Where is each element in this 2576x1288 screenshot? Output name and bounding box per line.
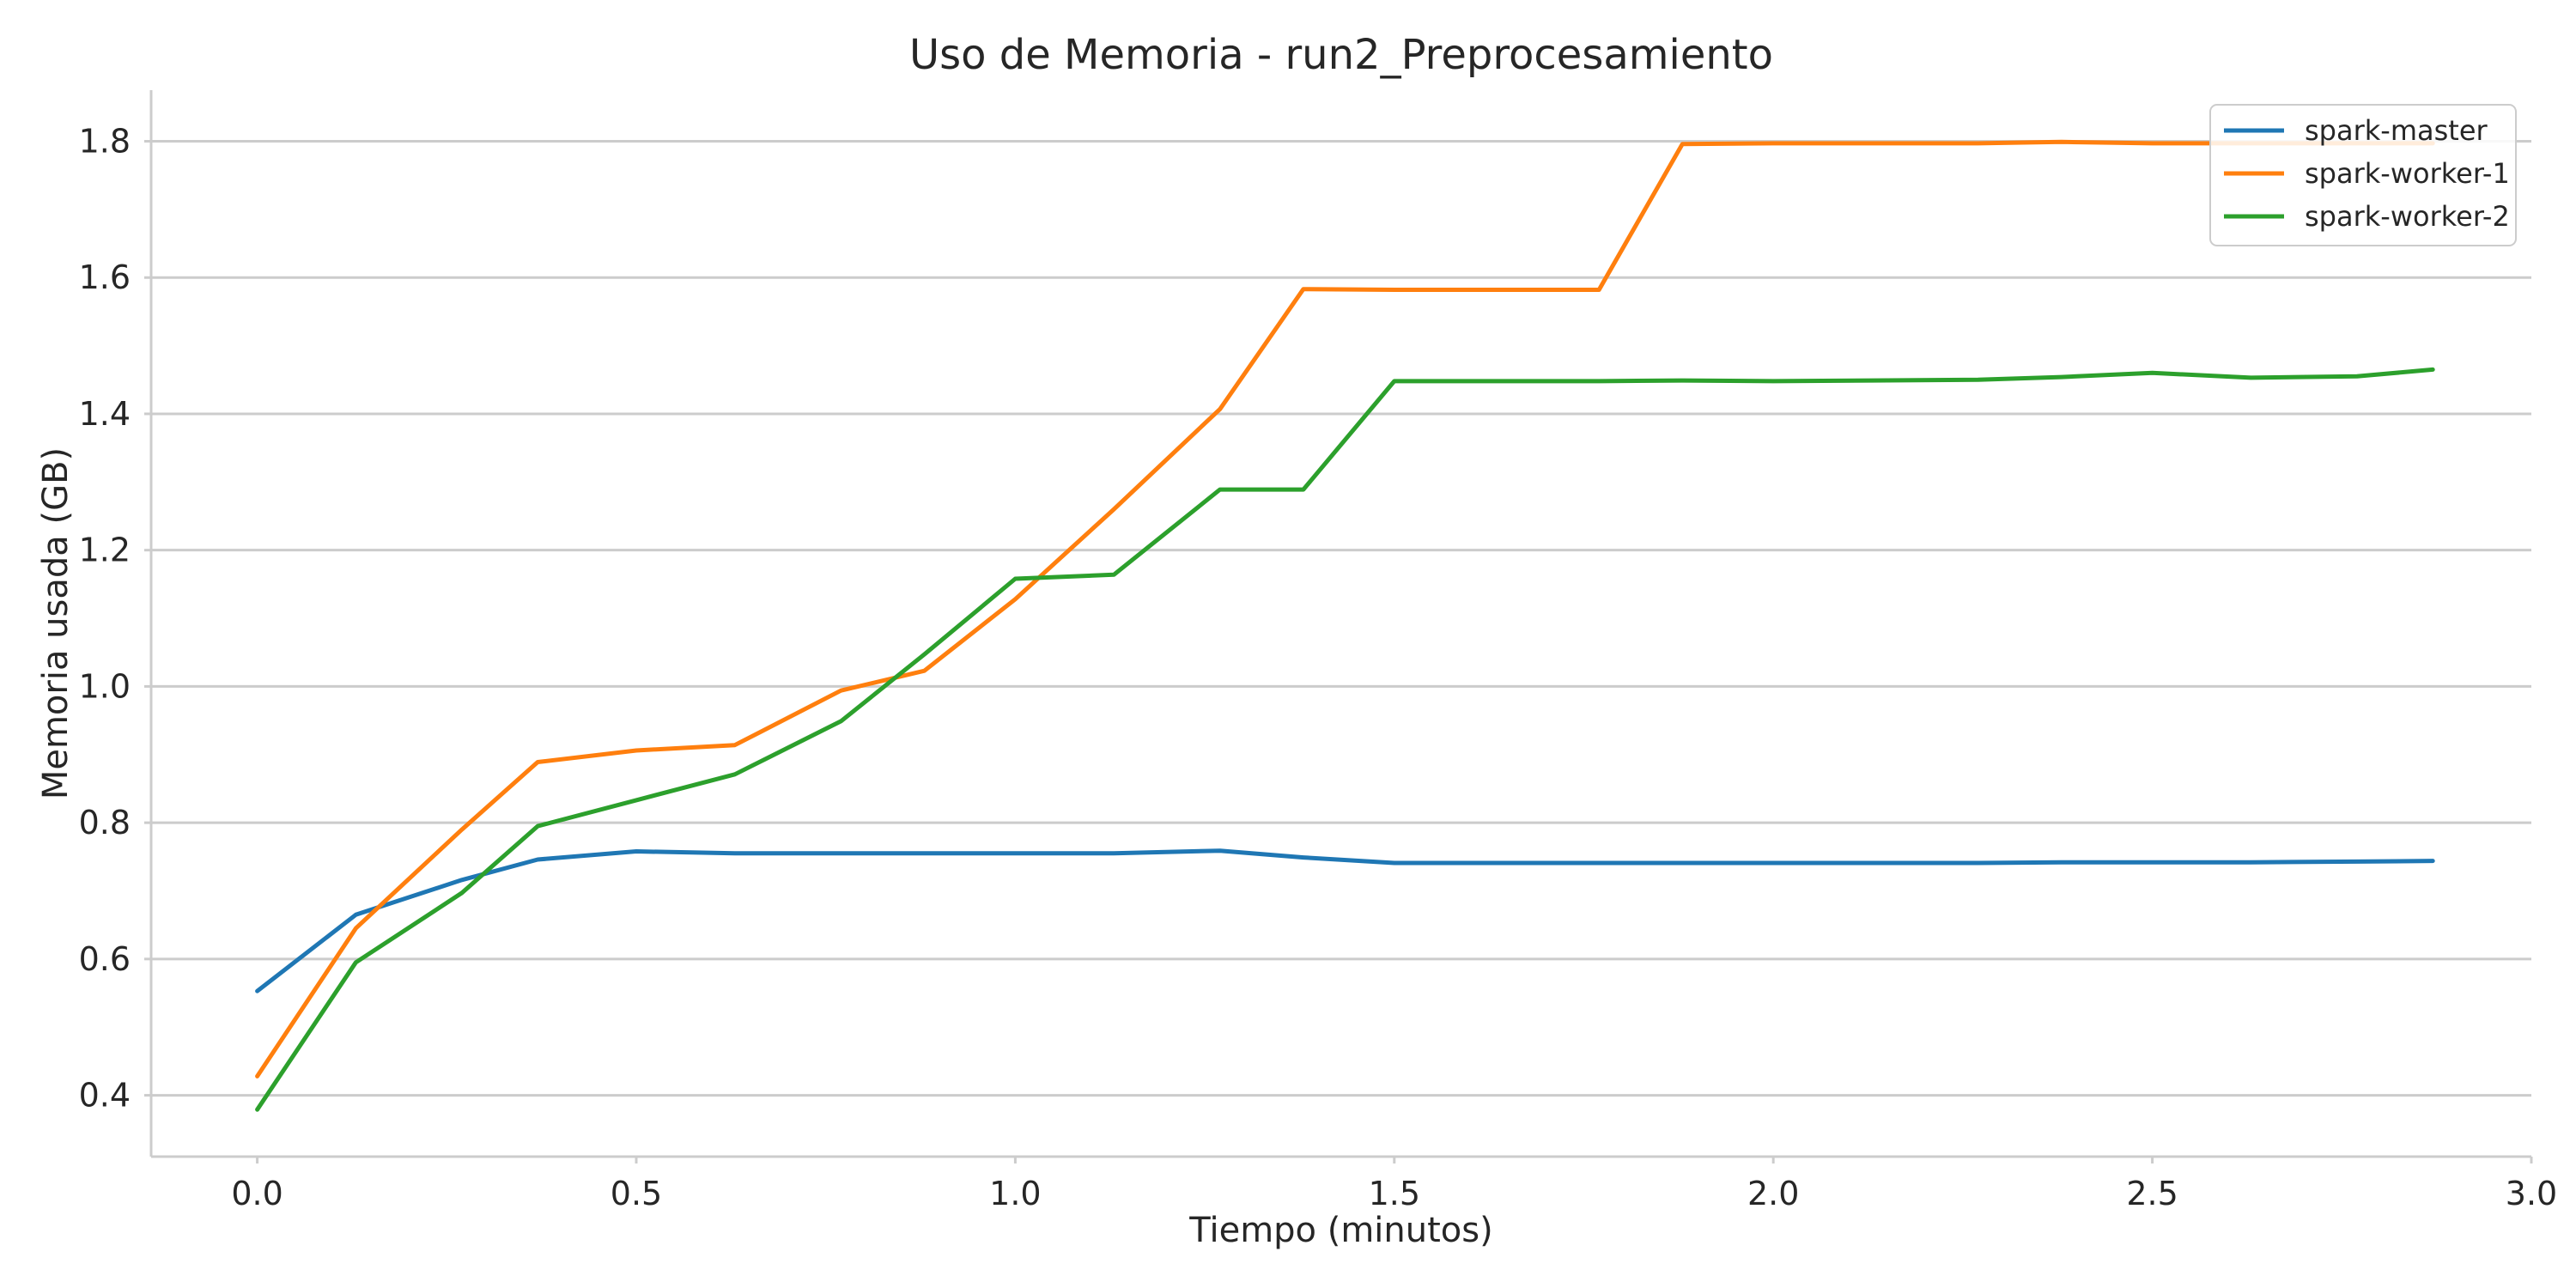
x-tick-label: 1.5 (1369, 1175, 1420, 1212)
y-tick-labels: 0.4 0.6 0.8 1.0 1.2 1.4 1.6 1.8 (79, 123, 131, 1115)
x-axis-label: Tiempo (minutos) (1188, 1211, 1492, 1250)
y-tick-label: 1.0 (79, 667, 131, 705)
x-tick-label: 0.0 (231, 1175, 283, 1212)
series-line-spark-worker-1 (255, 139, 2435, 1078)
x-tick-label: 3.0 (2506, 1175, 2557, 1212)
x-tick-label: 2.0 (1747, 1175, 1799, 1212)
x-tick-label: 1.0 (989, 1175, 1041, 1212)
y-tick-label: 1.8 (79, 123, 131, 161)
y-tick-label: 0.8 (79, 804, 131, 841)
y-tick-label: 1.4 (79, 395, 131, 433)
y-tick-label: 0.6 (79, 940, 131, 978)
legend-label: spark-worker-2 (2305, 200, 2510, 233)
y-axis-label: Memoria usada (GB) (36, 447, 76, 799)
series-line-spark-worker-2 (255, 367, 2435, 1112)
y-tick-label: 1.6 (79, 258, 131, 296)
chart-title: Uso de Memoria - run2_Preprocesamiento (909, 31, 1773, 79)
grid-lines (144, 140, 2531, 1097)
x-tick-label: 0.5 (611, 1175, 662, 1212)
x-tick-label: 2.5 (2126, 1175, 2178, 1212)
y-tick-label: 1.2 (79, 532, 131, 569)
x-tick-labels: 0.0 0.5 1.0 1.5 2.0 2.5 3.0 (231, 1157, 2557, 1212)
series-line-spark-master (255, 848, 2435, 993)
chart-legend: spark-master spark-worker-1 spark-worker-2 (2209, 104, 2517, 246)
legend-label: spark-master (2305, 114, 2488, 147)
series-lines (255, 139, 2435, 1112)
legend-frame (2209, 104, 2517, 246)
y-tick-label: 0.4 (79, 1077, 131, 1115)
legend-label: spark-worker-1 (2305, 157, 2510, 190)
